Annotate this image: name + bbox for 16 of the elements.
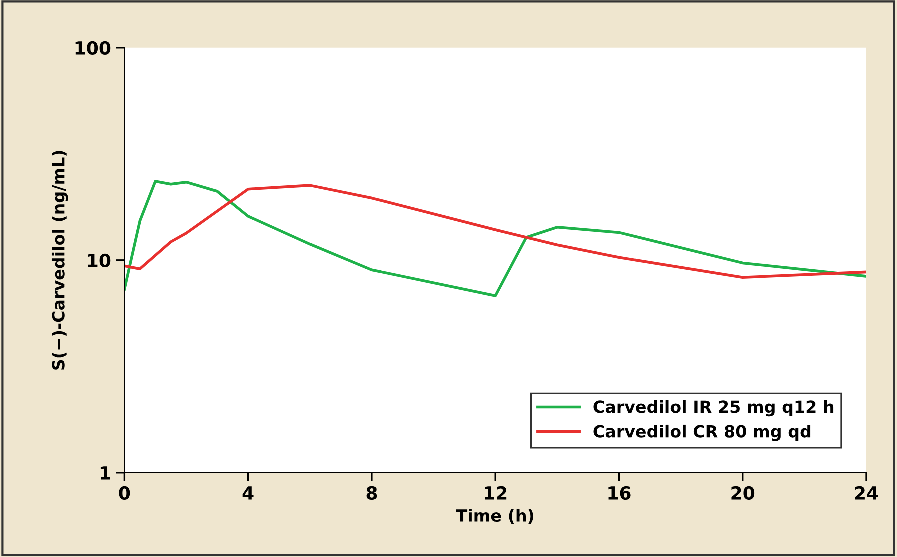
y-tick-label: 100 xyxy=(76,41,111,56)
legend-label: Carvedilol CR 80 mg qd xyxy=(594,424,811,442)
x-tick-label: 8 xyxy=(366,486,378,500)
y-tick-label: 1 xyxy=(100,466,110,480)
x-tick-label: 20 xyxy=(732,486,755,500)
x-tick-label: 24 xyxy=(855,486,878,500)
x-tick-label: 4 xyxy=(242,486,254,500)
y-tick-label: 10 xyxy=(88,254,111,268)
legend-label: Carvedilol IR 25 mg q12 h xyxy=(594,400,834,417)
x-tick-label: 12 xyxy=(485,486,507,500)
x-tick-label: 0 xyxy=(119,486,130,500)
y-axis-title: S(−)-Carvedilol (ng/mL) xyxy=(52,151,68,370)
line-series xyxy=(124,180,866,298)
line-series xyxy=(124,184,866,279)
x-tick-label: 16 xyxy=(608,486,631,500)
x-axis-title: Time (h) xyxy=(456,509,534,524)
